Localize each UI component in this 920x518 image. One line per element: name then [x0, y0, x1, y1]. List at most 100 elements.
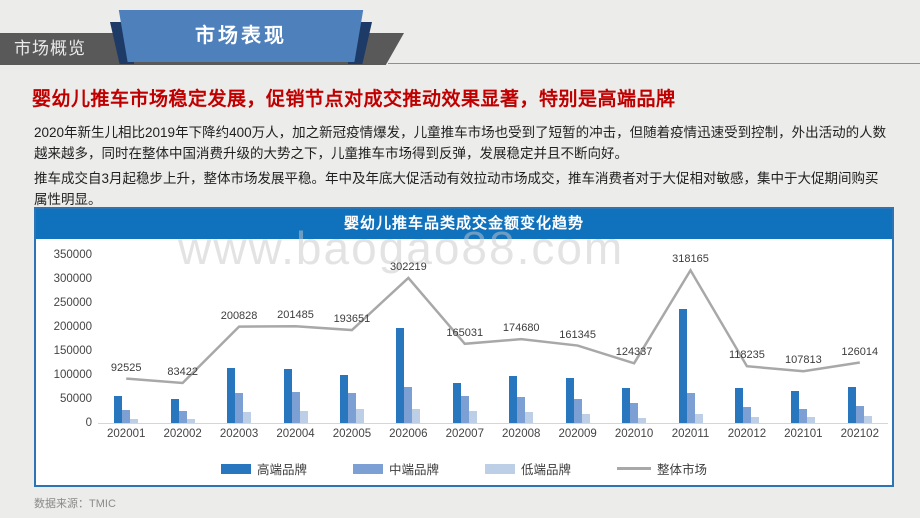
- line-data-label: 107813: [784, 354, 822, 367]
- legend-line-swatch: [617, 467, 652, 470]
- bar: [807, 417, 816, 423]
- chart-panel: 婴幼儿推车品类成交金额变化趋势 www.baogao88.com 0 50000 1…: [34, 207, 894, 487]
- x-tick-label: 202102: [840, 428, 879, 440]
- bar: [130, 418, 139, 423]
- paragraph-2: 推车成交自3月起稳步上升，整体市场发展平稳。年中及年底大促活动有效拉动市场成交，…: [34, 171, 879, 207]
- x-tick-label: 202001: [107, 428, 146, 440]
- paragraph-1: 2020年新生儿相比2019年下降约400万人，加之新冠疫情爆发，儿童推车市场也…: [34, 125, 887, 161]
- bar: [460, 395, 469, 423]
- plot-area: 202001 202002 202003 202004 202005 202006 2020…: [98, 239, 888, 485]
- bar: [847, 386, 856, 423]
- bar: [114, 396, 123, 423]
- line-data-label: 165031: [446, 326, 484, 339]
- y-tick-label: 0: [85, 417, 92, 429]
- ribbon-banner: 市场表现: [110, 8, 372, 64]
- bar: [638, 417, 647, 423]
- bar: [630, 403, 639, 423]
- legend-item: 整体市场: [617, 459, 707, 478]
- bar: [799, 409, 808, 423]
- x-tick-label: 202003: [219, 428, 259, 440]
- x-tick-label: 202002: [163, 428, 202, 440]
- bar: [517, 396, 526, 423]
- bar: [227, 367, 236, 423]
- bar: [347, 393, 356, 423]
- x-axis-line: [98, 423, 888, 424]
- bar: [742, 407, 751, 423]
- legend-label: 低端品牌: [521, 463, 572, 477]
- legend-swatch: [485, 463, 515, 474]
- bar: [452, 382, 461, 423]
- x-tick-label: 202009: [558, 428, 597, 440]
- bar: [525, 412, 534, 423]
- bar: [509, 376, 518, 423]
- line-data-label: 83422: [167, 365, 198, 378]
- y-tick-label: 250000: [53, 297, 92, 309]
- line-data-label: 201485: [277, 309, 314, 322]
- bar: [243, 412, 252, 423]
- chart-title: 婴幼儿推车品类成交金额变化趋势: [36, 209, 892, 239]
- bar: [235, 392, 244, 423]
- x-tick-label: 202012: [727, 428, 767, 440]
- chart-body: www.baogao88.com 0 50000 100000 150000 20000…: [36, 222, 892, 485]
- bar: [734, 387, 743, 423]
- x-tick-label: 202010: [614, 428, 654, 440]
- bar: [750, 417, 759, 423]
- bar: [170, 399, 179, 423]
- x-tick-label: 202005: [332, 428, 372, 440]
- bar: [863, 415, 872, 423]
- legend-item: 中端品牌: [352, 459, 439, 478]
- source-note: 数据来源：TMIC: [34, 498, 116, 510]
- y-tick-label: 150000: [53, 345, 92, 357]
- bar: [468, 411, 477, 423]
- bar: [355, 408, 364, 423]
- y-tick-label: 100000: [53, 369, 92, 381]
- bar: [622, 388, 631, 423]
- y-tick-label: 350000: [53, 249, 92, 261]
- y-tick-label: 300000: [53, 273, 92, 285]
- bar: [412, 409, 421, 423]
- bar: [283, 369, 292, 423]
- bar: [178, 411, 187, 423]
- bar: [122, 409, 131, 423]
- header-divider-line: [388, 63, 920, 64]
- bar: [299, 411, 308, 423]
- y-tick-label: 50000: [60, 393, 92, 405]
- legend-swatch: [352, 463, 383, 474]
- watermark: www.baogao88.com: [178, 222, 625, 274]
- x-tick-label: 202006: [389, 428, 428, 440]
- legend-label: 中端品牌: [388, 463, 439, 477]
- x-tick-label: 202008: [502, 428, 541, 440]
- bar: [291, 391, 300, 423]
- line-data-label: 174680: [502, 322, 540, 335]
- bar: [396, 328, 405, 423]
- chart-legend: 高端品牌 中端品牌 低端品牌 整体市场: [36, 459, 892, 478]
- line-data-label: 124337: [615, 346, 653, 359]
- legend-label: 整体市场: [657, 463, 708, 477]
- line-data-label: 318165: [672, 253, 709, 266]
- bar: [791, 390, 800, 423]
- line-data-label: 193651: [333, 313, 371, 326]
- x-tick-label: 202004: [276, 428, 315, 440]
- bar: [186, 418, 195, 423]
- legend-swatch: [220, 463, 251, 474]
- bar: [694, 413, 703, 423]
- ribbon-title: 市场表现: [118, 10, 364, 62]
- bar: [339, 374, 348, 423]
- x-tick-label: 202101: [784, 428, 823, 440]
- bar: [678, 309, 687, 423]
- legend-label: 高端品牌: [256, 463, 307, 477]
- bar: [573, 399, 582, 423]
- bar: [855, 406, 864, 423]
- line-data-label: 118235: [728, 349, 765, 362]
- line-data-label: 161345: [559, 328, 596, 341]
- line-data-label: 302219: [389, 260, 427, 273]
- bar: [404, 386, 413, 423]
- legend-item: 低端品牌: [485, 459, 571, 478]
- bar: [686, 393, 695, 423]
- line-data-label: 126014: [841, 345, 879, 358]
- bar: [581, 414, 590, 423]
- headline: 婴幼儿推车市场稳定发展，促销节点对成交推动效果显著，特别是高端品牌: [32, 89, 676, 110]
- total-market-line: [126, 267, 860, 385]
- section-label: 市场概览: [14, 39, 86, 58]
